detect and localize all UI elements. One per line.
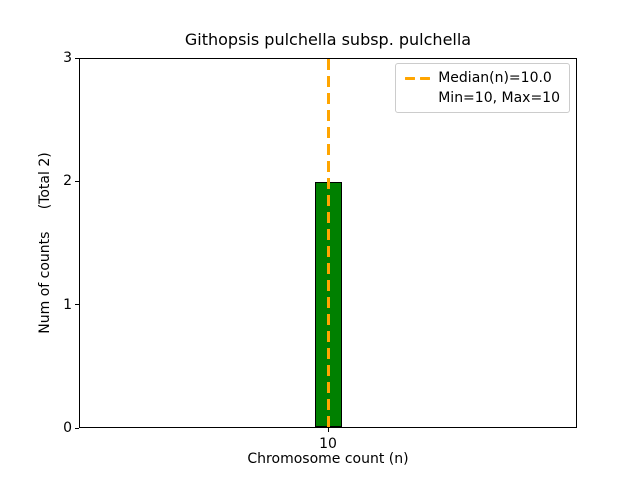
x-axis-label: Chromosome count (n) [247,451,409,467]
chart-title: Githopsis pulchella subsp. pulchella [184,30,472,49]
y-tick-mark [75,57,79,59]
y-tick-mark [75,304,79,306]
y-tick-mark [75,180,79,182]
legend-marker-spacer [405,97,430,100]
y-tick-label: 0 [63,420,72,436]
plot-area: Median(n)=10.0 Min=10, Max=10 [79,58,577,428]
legend-entry-minmax: Min=10, Max=10 [438,90,560,106]
y-tick-label: 3 [63,50,72,66]
y-tick-label: 1 [63,296,72,313]
legend-row-median: Median(n)=10.0 [405,68,560,88]
legend: Median(n)=10.0 Min=10, Max=10 [395,63,570,113]
x-tick-label: 10 [319,436,337,452]
x-tick-mark [327,428,329,432]
median-dashed-line-icon [405,76,431,80]
y-tick-label: 2 [63,173,72,190]
y-tick-mark [75,427,79,429]
median-line [326,59,330,427]
legend-row-minmax: Min=10, Max=10 [405,88,560,108]
legend-entry-median: Median(n)=10.0 [438,70,552,86]
